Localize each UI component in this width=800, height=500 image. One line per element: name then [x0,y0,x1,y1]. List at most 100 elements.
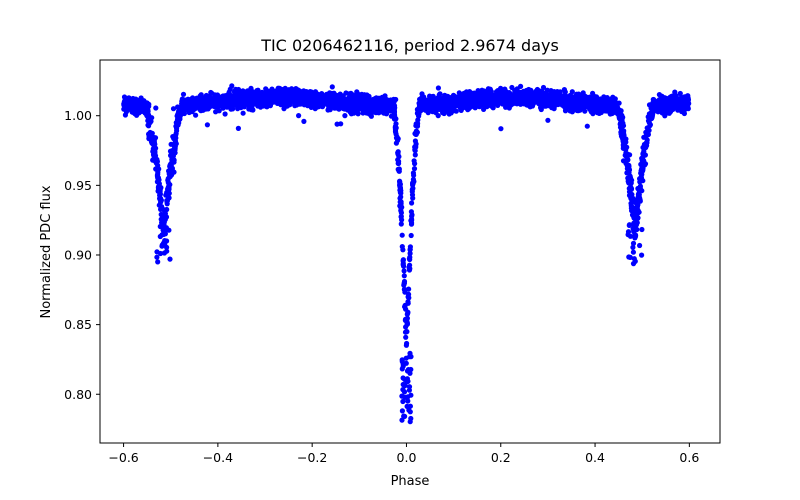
data-point [626,222,632,228]
data-point [629,195,635,202]
data-point [164,198,170,204]
data-point [400,247,406,253]
x-axis-label: Phase [391,474,430,489]
data-point [417,99,423,105]
data-point [461,97,467,104]
data-point [229,100,235,106]
data-point [598,102,604,108]
data-point [167,163,173,169]
data-point [619,125,625,131]
data-point [397,181,403,187]
y-axis-label: Normalized PDC flux [39,185,54,318]
data-point [410,195,416,201]
data-point [327,103,333,109]
data-point [403,324,409,330]
data-point [212,92,218,98]
x-tick-label: 0.6 [679,450,699,465]
data-point [616,110,623,116]
data-point [620,142,626,148]
data-point [432,98,438,104]
data-point [269,86,275,92]
data-point [401,268,407,274]
data-point [285,100,291,106]
data-point [144,110,151,116]
data-point [620,145,626,151]
data-point [525,96,531,102]
data-point [539,100,546,106]
data-point [282,91,288,97]
data-point [407,250,413,256]
data-point [399,232,405,238]
data-point [451,93,457,99]
data-point [411,166,418,172]
data-point [470,102,476,108]
data-point [185,99,191,105]
data-point [169,155,175,161]
data-point [609,110,615,117]
data-point [386,102,392,108]
data-point [406,267,413,273]
data-point [152,150,158,156]
data-point [170,134,176,140]
data-point [503,93,509,99]
data-point [129,107,135,113]
data-point [498,126,504,132]
data-point [391,96,397,102]
data-point [581,106,587,112]
data-point [559,101,565,107]
data-point [641,158,647,164]
data-point [376,102,382,108]
data-point [400,398,406,405]
data-point [156,202,162,208]
chart-title: TIC 0206462116, period 2.9674 days [260,36,559,55]
data-point [338,121,344,127]
data-point [154,254,160,260]
data-point [204,105,210,111]
data-point [185,104,191,110]
data-point [222,93,228,99]
data-point [641,151,647,157]
data-point [167,167,173,173]
data-point [425,110,431,116]
data-point [684,95,691,101]
data-point [198,92,204,98]
data-point [449,100,455,107]
data-point [235,125,241,131]
data-point [459,101,465,107]
data-point [632,258,638,264]
data-point [551,89,557,95]
y-axis: 0.80 0.85 0.90 0.95 1.00 [64,108,100,402]
data-point [364,92,370,98]
data-point [245,88,251,94]
data-point [486,94,492,100]
data-point [600,98,606,104]
data-point [158,211,164,218]
data-point [670,104,677,110]
data-point [569,89,575,95]
data-point [633,217,639,223]
data-point [401,278,408,285]
data-point [354,91,361,97]
data-point [193,98,199,104]
data-point [647,123,653,129]
data-point [487,86,493,92]
data-point [393,131,399,137]
data-point [237,99,243,106]
data-point [156,166,162,172]
data-point [494,90,500,96]
data-point [492,101,498,107]
data-point [403,334,409,340]
data-point [590,111,596,117]
data-point [240,110,246,116]
data-point [429,108,436,114]
data-point [409,220,415,226]
data-point [404,319,410,325]
y-tick-label: 0.95 [64,178,92,193]
data-point [398,188,404,194]
data-point [401,273,407,279]
data-point [538,92,545,98]
data-point [456,90,462,96]
data-point [427,93,433,99]
data-point [653,103,659,109]
data-point [435,113,441,119]
